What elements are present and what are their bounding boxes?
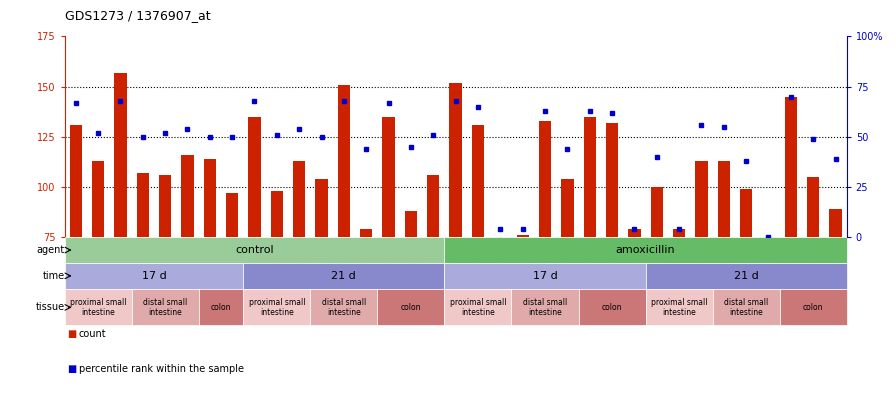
Text: proximal small
intestine: proximal small intestine	[70, 298, 126, 317]
Bar	[70, 125, 82, 237]
Bar	[450, 83, 461, 237]
Bar	[427, 175, 439, 237]
Text: distal small
intestine: distal small intestine	[322, 298, 366, 317]
Text: percentile rank within the sample: percentile rank within the sample	[79, 364, 244, 373]
Bar	[244, 263, 444, 289]
Text: distal small
intestine: distal small intestine	[724, 298, 768, 317]
Bar	[830, 209, 841, 237]
Bar	[646, 263, 847, 289]
Text: proximal small
intestine: proximal small intestine	[248, 298, 305, 317]
Text: 21 d: 21 d	[734, 271, 759, 281]
Bar	[516, 235, 529, 237]
Bar	[226, 193, 238, 237]
Bar	[538, 121, 551, 237]
Bar	[244, 290, 310, 325]
Bar	[718, 161, 730, 237]
Bar	[65, 237, 444, 263]
Bar	[673, 229, 685, 237]
Text: proximal small
intestine: proximal small intestine	[450, 298, 506, 317]
Bar	[159, 175, 171, 237]
Bar	[181, 155, 194, 237]
Bar	[780, 290, 847, 325]
Bar	[271, 191, 283, 237]
Bar	[338, 85, 350, 237]
Text: tissue: tissue	[35, 303, 65, 312]
Bar	[199, 290, 244, 325]
Bar	[444, 263, 646, 289]
Bar	[472, 125, 484, 237]
Bar	[310, 290, 377, 325]
Bar	[92, 161, 104, 237]
Bar	[785, 97, 797, 237]
Bar	[65, 290, 132, 325]
Bar	[444, 290, 512, 325]
Text: control: control	[235, 245, 274, 255]
Text: colon: colon	[211, 303, 231, 312]
Text: amoxicillin: amoxicillin	[616, 245, 676, 255]
Text: 17 d: 17 d	[142, 271, 167, 281]
Bar	[561, 179, 573, 237]
Bar	[405, 211, 417, 237]
Text: count: count	[79, 329, 107, 339]
Bar	[606, 123, 618, 237]
Text: 21 d: 21 d	[332, 271, 357, 281]
Bar	[583, 117, 596, 237]
Text: time: time	[42, 271, 65, 281]
Bar	[114, 72, 126, 237]
Bar	[807, 177, 819, 237]
Bar	[579, 290, 646, 325]
Bar	[383, 117, 395, 237]
Text: agent: agent	[36, 245, 65, 255]
Text: ■: ■	[67, 329, 76, 339]
Text: GDS1273 / 1376907_at: GDS1273 / 1376907_at	[65, 9, 211, 22]
Bar	[132, 290, 199, 325]
Bar	[712, 290, 780, 325]
Bar	[377, 290, 444, 325]
Bar	[695, 161, 708, 237]
Bar	[293, 161, 306, 237]
Text: colon: colon	[401, 303, 421, 312]
Bar	[315, 179, 328, 237]
Bar	[740, 189, 753, 237]
Bar	[203, 159, 216, 237]
Bar	[646, 290, 712, 325]
Bar	[360, 229, 373, 237]
Text: distal small
intestine: distal small intestine	[143, 298, 187, 317]
Bar	[136, 173, 149, 237]
Bar	[512, 290, 579, 325]
Text: colon: colon	[803, 303, 823, 312]
Bar	[650, 187, 663, 237]
Bar	[248, 117, 261, 237]
Text: ■: ■	[67, 364, 76, 373]
Bar	[628, 229, 641, 237]
Bar	[444, 237, 847, 263]
Text: colon: colon	[602, 303, 623, 312]
Text: 17 d: 17 d	[532, 271, 557, 281]
Bar	[65, 263, 244, 289]
Text: proximal small
intestine: proximal small intestine	[650, 298, 707, 317]
Text: distal small
intestine: distal small intestine	[523, 298, 567, 317]
